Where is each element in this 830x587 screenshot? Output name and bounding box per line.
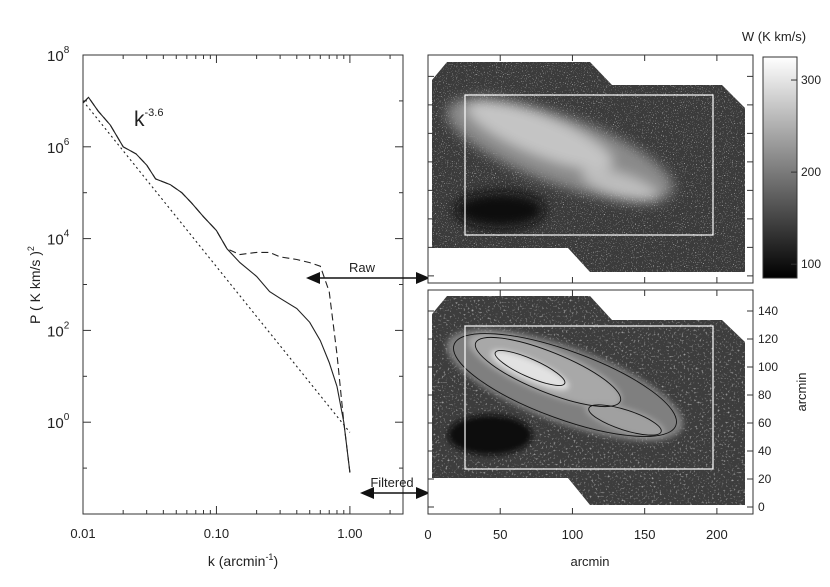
raw-map-frame (427, 54, 754, 284)
map-x-tick-label: 100 (562, 527, 584, 542)
map-x-tick-label: 150 (634, 527, 656, 542)
power-law-annotation: k-3.6 (134, 107, 163, 131)
map-y-tick-label: 0 (758, 500, 765, 514)
raw-map (428, 55, 753, 283)
spectrum-x-tick-label: 0.01 (70, 526, 95, 541)
map-x-tick-label: 50 (493, 527, 507, 542)
colorbar-tick-label: 100 (801, 257, 821, 271)
filtered-arrow: Filtered (360, 475, 430, 499)
colorbar-title: W (K km/s) (742, 29, 806, 44)
spectrum-y-tick-label: 102 (47, 320, 70, 340)
filtered-map-frame (427, 289, 754, 515)
power-spectrum-plot: 0.01 0.10 1.00 100 102 104 106 108 k-3.6 P ( K … (26, 45, 404, 569)
spectrum-series-dotted (82, 100, 351, 433)
spectrum-x-axis-label: k (arcmin-1) (208, 552, 278, 569)
integrated-intensity-maps: 0 50 100 150 200 0 20 40 60 80 100 120 140 arcmin ar… (424, 29, 821, 569)
filtered-map-emission (446, 329, 684, 455)
spectrum-x-tick-label: 0.10 (204, 526, 229, 541)
raw-arrow: Raw (306, 260, 430, 284)
filtered-map-subregion-box (464, 325, 714, 470)
map-y-axis-label: arcmin (794, 372, 809, 411)
map-x-axis-label: arcmin (570, 554, 609, 569)
spectrum-x-tick-label: 1.00 (337, 526, 362, 541)
spectrum-y-tick-label: 100 (47, 412, 70, 432)
raw-map-emission (446, 97, 674, 228)
colorbar-tick-label: 300 (801, 73, 821, 87)
map-y-tick-label: 60 (758, 416, 772, 430)
spectrum-y-tick-label: 106 (47, 137, 70, 157)
map-x-tick-label: 200 (706, 527, 728, 542)
filtered-label: Filtered (370, 475, 413, 490)
colorbar (762, 56, 798, 279)
map-y-tick-label: 20 (758, 472, 772, 486)
map-y-tick-label: 80 (758, 388, 772, 402)
map-x-tick-label: 0 (424, 527, 431, 542)
spectrum-y-tick-label: 108 (47, 45, 70, 65)
map-y-tick-label: 140 (758, 304, 778, 318)
map-y-tick-label: 100 (758, 360, 778, 374)
filtered-map-contours (453, 333, 677, 437)
spectrum-series-solid (82, 96, 351, 473)
spectrum-frame (82, 54, 404, 515)
colorbar-tick-label: 200 (801, 165, 821, 179)
map-y-tick-label: 120 (758, 332, 778, 346)
spectrum-series-dashed (82, 96, 351, 473)
spectrum-y-tick-label: 104 (47, 229, 70, 249)
raw-label: Raw (349, 260, 376, 275)
map-y-tick-label: 40 (758, 444, 772, 458)
spectrum-y-axis-label: P ( K km/s )2 (26, 246, 43, 324)
raw-map-subregion-box (464, 94, 714, 236)
filtered-map (428, 290, 753, 514)
